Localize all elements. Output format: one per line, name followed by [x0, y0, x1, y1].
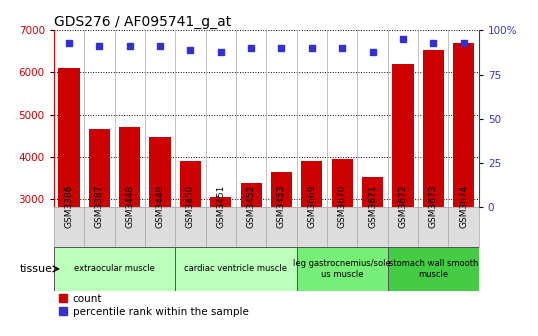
Point [156, 43, 165, 49]
Bar [453, 43, 475, 326]
Text: GSM3452: GSM3452 [246, 185, 256, 228]
Text: GSM3669: GSM3669 [307, 185, 316, 228]
Point [247, 45, 256, 51]
Bar [180, 162, 201, 326]
FancyBboxPatch shape [54, 207, 84, 247]
Text: leg gastrocnemius/sole
us muscle: leg gastrocnemius/sole us muscle [293, 259, 391, 279]
FancyBboxPatch shape [388, 207, 418, 247]
Text: GDS276 / AF095741_g_at: GDS276 / AF095741_g_at [54, 15, 231, 29]
Point [429, 40, 437, 45]
Bar [89, 129, 110, 326]
FancyBboxPatch shape [296, 207, 327, 247]
Bar [150, 137, 171, 326]
Bar [119, 127, 140, 326]
FancyBboxPatch shape [388, 247, 479, 291]
Text: GSM3387: GSM3387 [95, 185, 104, 228]
FancyBboxPatch shape [145, 207, 175, 247]
Text: GSM3450: GSM3450 [186, 185, 195, 228]
FancyBboxPatch shape [175, 247, 296, 291]
Text: GSM3672: GSM3672 [399, 185, 407, 228]
Text: GSM3670: GSM3670 [338, 185, 346, 228]
Text: stomach wall smooth
muscle: stomach wall smooth muscle [388, 259, 478, 279]
Text: GSM3671: GSM3671 [368, 185, 377, 228]
FancyBboxPatch shape [84, 207, 115, 247]
Text: GSM3673: GSM3673 [429, 185, 438, 228]
Bar [423, 50, 444, 326]
FancyBboxPatch shape [266, 207, 296, 247]
Text: extraocular muscle: extraocular muscle [74, 264, 155, 274]
Point [308, 45, 316, 51]
Bar [58, 68, 80, 326]
Text: GSM3448: GSM3448 [125, 185, 134, 228]
Point [65, 40, 73, 45]
Text: tissue: tissue [19, 264, 52, 274]
FancyBboxPatch shape [115, 207, 145, 247]
FancyBboxPatch shape [327, 207, 357, 247]
Point [399, 36, 407, 42]
Bar [392, 64, 414, 326]
Text: GSM3453: GSM3453 [277, 185, 286, 228]
Point [368, 49, 377, 54]
FancyBboxPatch shape [206, 207, 236, 247]
Bar [301, 161, 322, 326]
Text: GSM3449: GSM3449 [155, 185, 165, 228]
Text: cardiac ventricle muscle: cardiac ventricle muscle [185, 264, 287, 274]
FancyBboxPatch shape [236, 207, 266, 247]
Bar [240, 183, 262, 326]
Point [125, 43, 134, 49]
Text: GSM3451: GSM3451 [216, 185, 225, 228]
FancyBboxPatch shape [296, 247, 388, 291]
Point [338, 45, 346, 51]
Text: GSM3386: GSM3386 [65, 185, 74, 228]
Legend: count, percentile rank within the sample: count, percentile rank within the sample [59, 294, 249, 317]
Text: GSM3674: GSM3674 [459, 185, 468, 228]
Point [459, 40, 468, 45]
Point [216, 49, 225, 54]
Bar [331, 159, 353, 326]
Point [277, 45, 286, 51]
Point [186, 47, 195, 52]
FancyBboxPatch shape [449, 207, 479, 247]
FancyBboxPatch shape [175, 207, 206, 247]
FancyBboxPatch shape [418, 207, 449, 247]
FancyBboxPatch shape [357, 207, 388, 247]
Bar [210, 197, 231, 326]
Bar [362, 177, 383, 326]
FancyBboxPatch shape [54, 247, 175, 291]
Bar [271, 172, 292, 326]
Point [95, 43, 104, 49]
